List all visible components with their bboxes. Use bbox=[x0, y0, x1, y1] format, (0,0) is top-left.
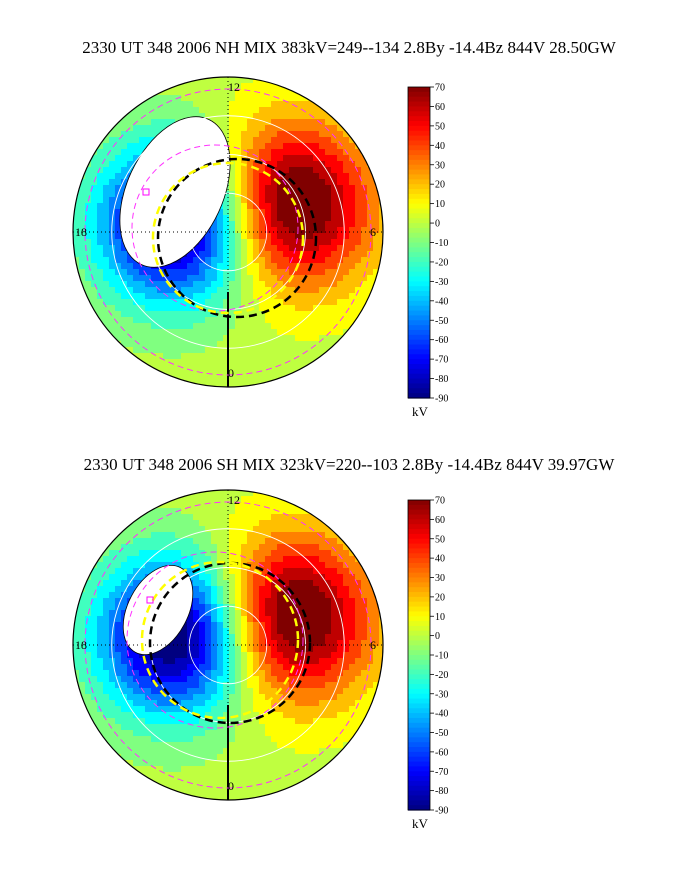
sh-magenta-boundary bbox=[84, 501, 372, 789]
sh-polar-plot: 12 18 6 0 bbox=[72, 489, 384, 801]
sh-colorbar-unit: kV bbox=[412, 816, 429, 831]
sh-colorbar-tick-label: -20 bbox=[435, 670, 448, 681]
nh-colorbar-tick-label: -30 bbox=[435, 277, 448, 288]
sh-plot-title: 2330 UT 348 2006 SH MIX 323kV=220--103 2… bbox=[83, 455, 615, 474]
sh-colorbar-tick-label: 0 bbox=[435, 631, 440, 642]
nh-colorbar-tick-label: -60 bbox=[435, 335, 448, 346]
sh-min-potential-marker bbox=[146, 596, 154, 604]
nh-colorbar-tick-label: -40 bbox=[435, 296, 448, 307]
nh-colorbar-tick-label: 20 bbox=[435, 180, 445, 191]
nh-colorbar-tick-label: -50 bbox=[435, 316, 448, 327]
nh-plot-title: 2330 UT 348 2006 NH MIX 383kV=249--134 2… bbox=[82, 38, 616, 57]
nh-colorbar-tick-label: 60 bbox=[435, 102, 445, 113]
sh-colorbar-tick-label: 50 bbox=[435, 534, 445, 545]
nh-polar-boundary bbox=[72, 76, 384, 388]
sh-colorbar-tick-label: -90 bbox=[435, 806, 448, 817]
nh-black-dashed-boundary bbox=[156, 157, 318, 319]
sh-mlt-label-noon: 12 bbox=[228, 493, 240, 507]
nh-colorbar-tick-label: -10 bbox=[435, 238, 448, 249]
sh-colorbar-tick-label: -50 bbox=[435, 728, 448, 739]
nh-colorbar-tick-label: -80 bbox=[435, 374, 448, 385]
nh-colorbar-tick-label: 40 bbox=[435, 141, 445, 152]
sh-colorbar-tick-label: -70 bbox=[435, 767, 448, 778]
nh-colorbar-tick-label: 70 bbox=[435, 83, 445, 94]
nh-colorbar-tick-label: 0 bbox=[435, 219, 440, 230]
sh-colorbar-tick-label: 10 bbox=[435, 612, 445, 623]
nh-colorbar-unit: kV bbox=[412, 404, 429, 419]
sh-colorbar-tick-label: -80 bbox=[435, 786, 448, 797]
nh-polar-plot: 12 18 6 0 bbox=[72, 76, 384, 388]
nh-magenta-boundary bbox=[84, 88, 372, 376]
sh-colorbar-tick-label: 60 bbox=[435, 515, 445, 526]
nh-colorbar-tick-label: -70 bbox=[435, 355, 448, 366]
sh-mlt-label-midnight: 0 bbox=[228, 779, 234, 793]
nh-colorbar-tick-label: -20 bbox=[435, 257, 448, 268]
sh-colorbar: 70 60 50 40 30 20 10 0 -10 -20 -30 -40 -50 -60 -70 -80 -… bbox=[407, 496, 448, 831]
nh-colorbar-tick-label: 30 bbox=[435, 160, 445, 171]
sh-colorbar-tick-label: -30 bbox=[435, 689, 448, 700]
nh-colorbar-tick-label: -90 bbox=[435, 394, 448, 405]
sh-magenta-boundary bbox=[126, 551, 304, 729]
sh-colorbar-tick-label: -10 bbox=[435, 651, 448, 662]
nh-min-potential-marker bbox=[142, 188, 150, 196]
sh-yellow-dashed-boundary bbox=[140, 560, 300, 720]
nh-dusk-saturated-region bbox=[119, 116, 231, 268]
sh-mlt-label-dusk: 18 bbox=[75, 638, 87, 652]
nh-mlt-label-dusk: 18 bbox=[75, 225, 87, 239]
sh-colorbar-tick-label: 30 bbox=[435, 573, 445, 584]
nh-mlt-label-dawn: 6 bbox=[370, 225, 376, 239]
sh-colorbar-tick-label: 40 bbox=[435, 554, 445, 565]
sh-colorbar-tick-label: -40 bbox=[435, 709, 448, 720]
nh-colorbar-tick-label: 10 bbox=[435, 199, 445, 210]
nh-colorbar-tick-label: 50 bbox=[435, 121, 445, 132]
sh-polar-boundary bbox=[72, 489, 384, 801]
nh-mlt-label-noon: 12 bbox=[228, 80, 240, 94]
nh-colorbar: 70 60 50 40 30 20 10 0 -10 -20 -30 -40 -50 -60 -70 -80 -… bbox=[407, 83, 448, 419]
nh-mlt-label-midnight: 0 bbox=[228, 366, 234, 380]
sh-mlt-label-dawn: 6 bbox=[370, 638, 376, 652]
sh-colorbar-tick-label: 70 bbox=[435, 496, 445, 507]
nh-yellow-dashed-boundary bbox=[151, 161, 305, 315]
sh-black-dashed-boundary bbox=[148, 561, 312, 725]
sh-colorbar-tick-label: -60 bbox=[435, 747, 448, 758]
sh-colorbar-tick-label: 20 bbox=[435, 592, 445, 603]
